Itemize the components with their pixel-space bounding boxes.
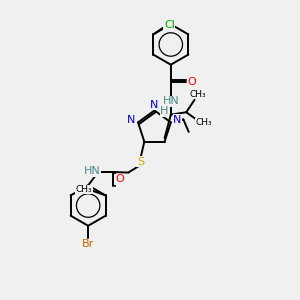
Text: CH₃: CH₃ <box>189 90 206 99</box>
Text: H: H <box>160 106 169 116</box>
Text: CH₃: CH₃ <box>196 118 212 127</box>
Text: S: S <box>137 157 144 167</box>
Text: Br: Br <box>82 239 94 249</box>
Text: HN: HN <box>162 96 179 106</box>
Text: Cl: Cl <box>164 20 175 30</box>
Text: N: N <box>150 100 159 110</box>
Text: CH₃: CH₃ <box>76 185 93 194</box>
Text: HN: HN <box>84 166 100 176</box>
Text: N: N <box>173 115 182 125</box>
Text: O: O <box>188 77 197 87</box>
Text: O: O <box>115 174 124 184</box>
Text: N: N <box>127 115 136 125</box>
